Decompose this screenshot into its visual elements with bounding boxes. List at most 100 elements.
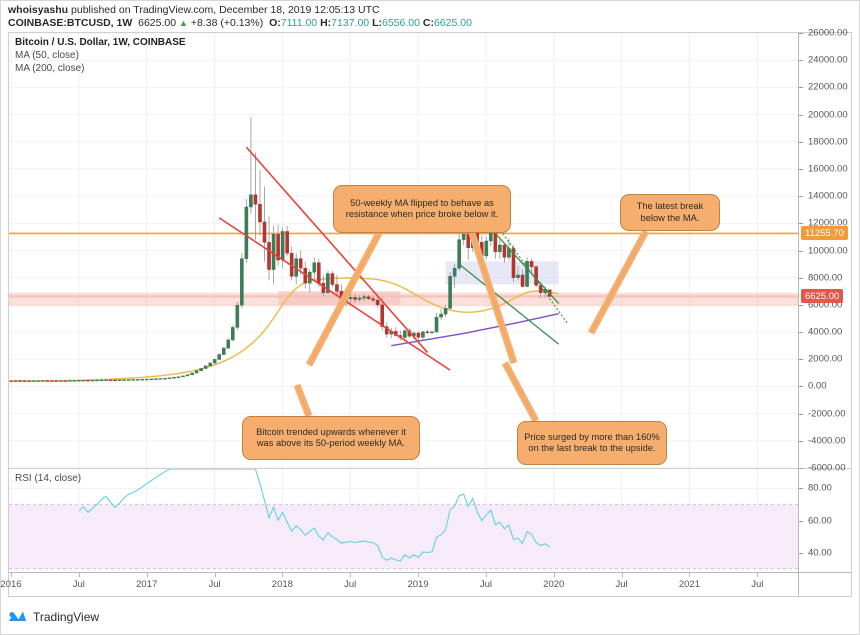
price-axis-divider xyxy=(798,33,799,596)
callout-uptrend[interactable]: Bitcoin trended upwards whenever it was … xyxy=(242,416,420,460)
price-axis[interactable]: 26000.00 24000.00 22000.00 20000.00 18000.00… xyxy=(799,28,851,596)
footer: TradingView xyxy=(8,606,99,628)
last-price: 6625.00 xyxy=(138,17,177,29)
pane-divider xyxy=(9,468,851,469)
chart-title: Bitcoin / U.S. Dollar, 1W, COINBASE xyxy=(15,37,186,48)
price-tick-mark xyxy=(799,196,803,198)
price-tick-mark xyxy=(799,250,803,252)
callout-price-surge-text: Price surged by more than 160% on the la… xyxy=(524,431,660,454)
time-tick-label: 2016 xyxy=(0,579,22,590)
price-tick-mark xyxy=(799,277,803,279)
time-tick-label: Jul xyxy=(72,579,85,590)
resistance-price-label[interactable]: 11255.70 xyxy=(801,226,848,241)
time-tick-mark xyxy=(418,573,420,577)
time-tick-label: Jul xyxy=(751,579,764,590)
price-tick-label: 20000.00 xyxy=(808,109,848,121)
time-axis[interactable]: 2016 Jul 2017 Jul 2018 Jul 2019 Jul 2020 Jul 2021 J… xyxy=(0,573,851,596)
time-tick-mark xyxy=(11,573,12,577)
price-tick-mark xyxy=(799,168,803,170)
time-tick-mark xyxy=(485,573,487,577)
symbol-label[interactable]: COINBASE:BTCUSD, 1W xyxy=(8,17,133,29)
publish-info: whoisyashu published on TradingView.com,… xyxy=(8,4,380,16)
price-tick-label: 6000.00 xyxy=(808,299,843,311)
rsi-tick-label: 80.00 xyxy=(808,482,832,494)
price-tick-label: 24000.00 xyxy=(808,54,848,66)
time-axis-divider xyxy=(9,572,851,573)
rsi-tick-label: 40.00 xyxy=(808,547,832,559)
time-tick-mark xyxy=(146,573,148,577)
price-tick-label: -4000.00 xyxy=(808,435,846,447)
price-tick-label: -2000.00 xyxy=(808,408,846,420)
rsi-plot[interactable] xyxy=(9,469,851,572)
price-tick-mark xyxy=(799,141,803,143)
price-tick-mark xyxy=(799,440,803,442)
callout-uptrend-text: Bitcoin trended upwards whenever it was … xyxy=(256,426,406,449)
price-tick-label: 22000.00 xyxy=(808,81,848,93)
low-value: 6556.00 xyxy=(381,17,420,29)
publish-text: published on TradingView.com, December 1… xyxy=(71,4,380,16)
price-pane[interactable]: Bitcoin / U.S. Dollar, 1W, COINBASE MA (… xyxy=(9,33,851,468)
chart-frame[interactable]: Bitcoin / U.S. Dollar, 1W, COINBASE MA (… xyxy=(0,28,852,597)
quote-line: COINBASE:BTCUSD, 1W 6625.00 ▲ +8.38 (+0.… xyxy=(8,17,472,29)
time-tick-mark xyxy=(757,573,759,577)
low-label: L: xyxy=(372,17,382,29)
price-tick-label: 10000.00 xyxy=(808,245,848,256)
price-plot[interactable] xyxy=(9,33,851,468)
price-tick-label: 16000.00 xyxy=(808,163,848,175)
price-tick-label: 12000.00 xyxy=(808,217,848,229)
price-tick-mark xyxy=(799,114,803,116)
rsi-tick-mark xyxy=(799,488,803,490)
time-tick-label: 2018 xyxy=(271,579,293,590)
price-tick-mark xyxy=(799,332,803,334)
high-label: H: xyxy=(320,17,332,29)
price-tick-mark xyxy=(799,60,803,62)
time-tick-label: 2019 xyxy=(407,579,429,590)
time-tick-mark xyxy=(689,573,691,577)
price-tick-mark xyxy=(799,33,803,34)
close-label: C: xyxy=(422,17,434,29)
author-name: whoisyashu xyxy=(8,4,69,16)
time-tick-mark xyxy=(350,573,352,577)
rsi-pane[interactable]: RSI (14, close) xyxy=(9,469,851,572)
time-tick-label: 2021 xyxy=(678,579,701,590)
callout-latest-break[interactable]: The latest break below the MA. xyxy=(620,194,720,231)
price-tick-mark xyxy=(799,359,803,361)
price-tick-mark xyxy=(799,87,803,89)
price-tick-label: 18000.00 xyxy=(808,136,848,148)
price-tick-label: 2000.00 xyxy=(808,353,843,365)
price-tick-label: 26000.00 xyxy=(808,27,848,39)
tradingview-logo-icon xyxy=(9,611,26,621)
time-tick-mark xyxy=(553,573,555,577)
ma200-legend[interactable]: MA (200, close) xyxy=(15,63,85,74)
current-price-label[interactable]: 6625.00 xyxy=(801,289,844,304)
callout-ma-resistance-text: 50-weekly MA flipped to behave as resist… xyxy=(345,197,499,220)
rsi-tick-mark xyxy=(799,520,803,522)
price-tick-label: -6000.00 xyxy=(808,462,846,474)
price-tick-label: 14000.00 xyxy=(808,190,848,202)
time-tick-mark xyxy=(282,573,284,577)
price-tick-label: 8000.00 xyxy=(808,272,843,284)
rsi-tick-label: 60.00 xyxy=(808,515,832,526)
ma50-legend[interactable]: MA (50, close) xyxy=(15,50,79,61)
price-tick-mark xyxy=(799,223,803,225)
chart-header: whoisyashu published on TradingView.com,… xyxy=(1,1,859,31)
price-tick-mark xyxy=(799,413,803,415)
rsi-legend[interactable]: RSI (14, close) xyxy=(15,473,82,484)
time-tick-label: Jul xyxy=(208,579,221,590)
price-tick-label: 4000.00 xyxy=(808,326,843,338)
callout-price-surge[interactable]: Price surged by more than 160% on the la… xyxy=(517,421,667,465)
price-tick-mark xyxy=(799,304,803,306)
time-tick-label: Jul xyxy=(615,579,628,590)
price-change: +8.38 (+0.13%) xyxy=(190,17,264,29)
change-arrow-icon: ▲ xyxy=(179,18,188,28)
time-tick-label: 2020 xyxy=(543,579,565,590)
close-value: 6625.00 xyxy=(433,17,472,29)
time-tick-mark xyxy=(214,573,216,577)
price-tick-label: 0.00 xyxy=(808,380,827,392)
open-value: 7111.00 xyxy=(280,17,318,29)
time-tick-label: Jul xyxy=(479,579,492,590)
callout-ma-resistance[interactable]: 50-weekly MA flipped to behave as resist… xyxy=(333,185,511,233)
callout-latest-break-text: The latest break below the MA. xyxy=(636,201,704,223)
time-tick-label: Jul xyxy=(344,579,357,590)
